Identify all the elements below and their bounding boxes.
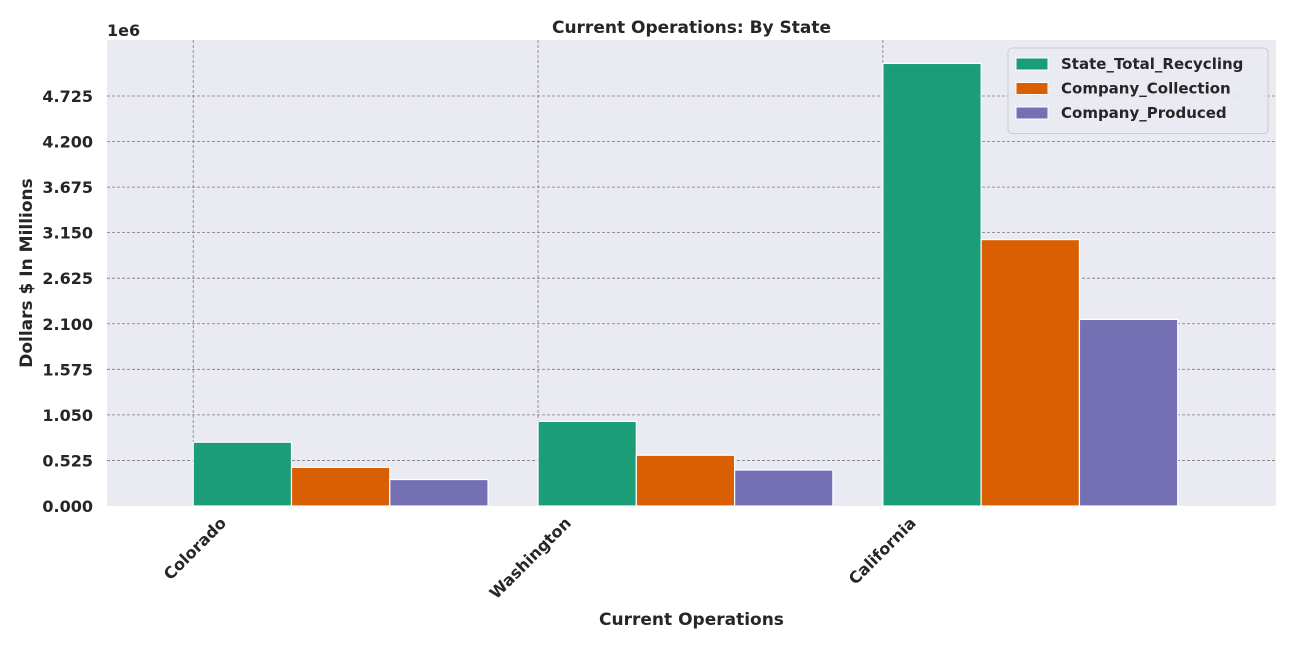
bar-company-produced-california	[1078, 318, 1179, 507]
y-tick-label: 1.575	[42, 360, 93, 379]
y-offset-label: 1e6	[107, 21, 140, 40]
y-tick-label: 0.525	[42, 451, 93, 470]
y-tick-label: 3.150	[42, 224, 93, 243]
bar-company-collection-washington	[635, 454, 736, 507]
legend-swatch	[1015, 57, 1049, 71]
legend-swatch	[1015, 82, 1049, 95]
legend-swatch	[1015, 106, 1049, 120]
x-axis-label: Current Operations	[599, 610, 784, 630]
bars	[192, 62, 1179, 507]
bar-company-collection-california	[980, 238, 1081, 507]
x-tick-labels: Colorado Washington California	[160, 513, 920, 602]
y-axis-label: Dollars $ In Millions	[17, 178, 37, 368]
y-tick-label: 2.100	[42, 315, 93, 334]
y-tick-label: 3.675	[42, 178, 93, 197]
legend-frame	[1007, 47, 1269, 134]
chart-title: Current Operations: By State	[552, 18, 831, 38]
y-tick-label: 4.725	[42, 87, 93, 106]
legend: State_Total_Recycling Company_Collection C…	[1007, 47, 1269, 134]
bar-state-total-recycling-california	[882, 62, 982, 507]
y-tick-label: 1.050	[42, 406, 93, 425]
x-tick-label-washington: Washington	[486, 513, 575, 602]
bar-company-produced-washington	[734, 469, 834, 507]
legend-label: Company_Produced	[1061, 104, 1227, 122]
y-tick-labels: 0.000 0.525 1.050 1.575 2.100 2.625 3.150 3.675…	[42, 87, 93, 516]
bar-company-produced-colorado	[389, 478, 489, 507]
legend-label: State_Total_Recycling	[1061, 55, 1243, 73]
y-tick-label: 4.200	[42, 133, 93, 152]
y-tick-label: 2.625	[42, 269, 93, 288]
bar-state-total-recycling-colorado	[192, 441, 293, 507]
legend-label: Company_Collection	[1061, 80, 1231, 98]
x-tick-label-colorado: Colorado	[160, 513, 230, 583]
bar-company-collection-colorado	[290, 466, 391, 507]
x-tick-label-california: California	[845, 513, 920, 588]
y-tick-label: 0.000	[42, 497, 93, 516]
bar-state-total-recycling-washington	[537, 420, 637, 507]
